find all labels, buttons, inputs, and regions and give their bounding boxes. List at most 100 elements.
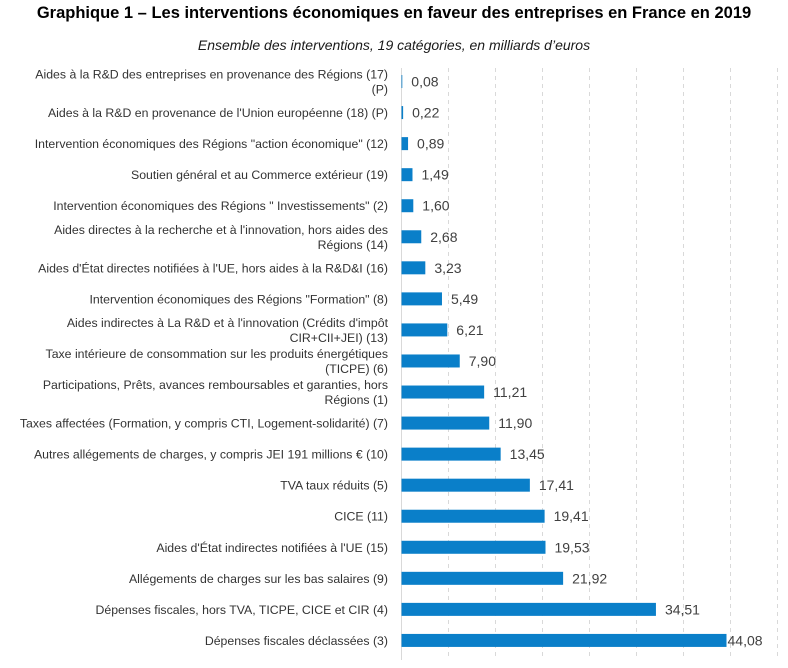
bar [401, 199, 414, 213]
value-label: 3,23 [434, 260, 461, 276]
bar [401, 540, 546, 554]
category-label-line: Dépenses fiscales, hors TVA, TICPE, CICE… [96, 603, 389, 617]
category-label: Soutien général et au Commerce extérieur… [131, 168, 388, 182]
bar [401, 137, 409, 151]
category-label: Intervention économiques des Régions "ac… [35, 137, 388, 151]
category-label: Aides à la R&D en provenance de l'Union … [48, 106, 388, 120]
category-label-line: Intervention économiques des Régions "Fo… [89, 292, 388, 306]
value-label: 17,41 [539, 477, 574, 493]
category-label: Dépenses fiscales, hors TVA, TICPE, CICE… [96, 603, 389, 617]
bar-row: Aides à la R&D en provenance de l'Union … [48, 105, 440, 121]
category-label: Autres allégements de charges, y compris… [34, 448, 388, 462]
bar [401, 416, 490, 430]
value-label: 5,49 [451, 291, 478, 307]
category-label: Aides directes à la recherche et à l'inn… [54, 223, 388, 252]
category-label-line: Aides à la R&D des entreprises en proven… [35, 68, 388, 82]
category-label-line: (TICPE) (6) [325, 362, 388, 376]
category-label-line: Autres allégements de charges, y compris… [34, 448, 388, 462]
category-label-line: Intervention économiques des Régions "ac… [35, 137, 388, 151]
category-label-line: Aides directes à la recherche et à l'inn… [54, 223, 388, 237]
category-label-line: Aides à la R&D en provenance de l'Union … [48, 106, 388, 120]
bar [401, 447, 501, 461]
category-label-line: Régions (14) [318, 238, 388, 252]
bar-row: Allégements de charges sur les bas salai… [129, 570, 607, 586]
category-label: CICE (11) [334, 510, 388, 524]
value-label: 1,60 [422, 198, 449, 214]
category-label: Aides d'État indirectes notifiées à l'UE… [156, 540, 388, 555]
bar [401, 478, 530, 492]
value-label: 19,41 [554, 508, 589, 524]
category-label-line: Aides d'État directes notifiées à l'UE, … [38, 260, 388, 275]
bar [401, 230, 422, 244]
bar-row: CICE (11) 19,41 [334, 508, 589, 524]
bar-row: Aides d'État directes notifiées à l'UE, … [38, 260, 462, 276]
category-label-line: Soutien général et au Commerce extérieur… [131, 168, 388, 182]
value-label: 2,68 [430, 229, 457, 245]
bar-row: Intervention économiques des Régions "ac… [35, 136, 445, 152]
bar-row: TVA taux réduits (5) 17,41 [280, 477, 574, 493]
bar [401, 509, 545, 523]
bar [401, 292, 442, 306]
chart-title: Graphique 1 – Les interventions économiq… [36, 4, 752, 22]
value-label: 44,08 [728, 632, 763, 648]
category-label-line: Taxe intérieure de consommation sur les … [46, 347, 388, 361]
category-label: TVA taux réduits (5) [280, 479, 388, 493]
category-label: Intervention économiques des Régions "Fo… [89, 292, 388, 306]
value-label: 0,89 [417, 136, 444, 152]
bar-row: Intervention économiques des Régions "Fo… [89, 291, 478, 307]
bar [401, 168, 413, 182]
bar-row: Aides indirectes à La R&D et à l'innovat… [67, 316, 484, 345]
bar-row: Dépenses fiscales, hors TVA, TICPE, CICE… [96, 601, 701, 617]
value-label: 11,90 [498, 415, 532, 431]
category-label: Dépenses fiscales déclassées (3) [205, 634, 388, 648]
category-label-line: Intervention économiques des Régions " I… [53, 199, 388, 213]
category-label-line: Dépenses fiscales déclassées (3) [205, 634, 388, 648]
bar [401, 75, 403, 89]
category-label: Intervention économiques des Régions " I… [53, 199, 388, 213]
category-label: Taxe intérieure de consommation sur les … [46, 347, 388, 376]
category-label: Aides indirectes à La R&D et à l'innovat… [67, 316, 389, 345]
category-label: Taxes affectées (Formation, y compris CT… [20, 417, 388, 431]
value-label: 13,45 [510, 446, 545, 462]
value-label: 34,51 [665, 601, 700, 617]
category-label-line: CICE (11) [334, 510, 388, 524]
category-label-line: Taxes affectées (Formation, y compris CT… [20, 417, 388, 431]
value-label: 7,90 [469, 353, 496, 369]
category-label: Participations, Prêts, avances remboursa… [43, 378, 388, 407]
bar [401, 354, 460, 368]
bar-row: Taxes affectées (Formation, y compris CT… [20, 415, 533, 431]
bar [401, 323, 448, 337]
bar-row: Aides d'État indirectes notifiées à l'UE… [156, 539, 589, 555]
bar [401, 261, 426, 275]
category-label: Allégements de charges sur les bas salai… [129, 572, 388, 586]
category-label-line: TVA taux réduits (5) [280, 479, 388, 493]
category-label-line: CIR+CII+JEI) (13) [290, 331, 388, 345]
bar [401, 385, 485, 399]
bar-row: Autres allégements de charges, y compris… [34, 446, 545, 462]
bar-row: Aides à la R&D des entreprises en proven… [35, 68, 438, 97]
value-label: 11,21 [493, 384, 527, 400]
bar [401, 633, 727, 647]
bar-row: Participations, Prêts, avances remboursa… [43, 378, 528, 407]
category-label-line: Aides d'État indirectes notifiées à l'UE… [156, 540, 388, 555]
gridlines [401, 68, 778, 660]
value-label: 6,21 [456, 322, 483, 338]
value-label: 1,49 [421, 167, 448, 183]
bar [401, 106, 404, 120]
bar-row: Intervention économiques des Régions " I… [53, 198, 450, 214]
bar [401, 571, 564, 585]
bar-row: Dépenses fiscales déclassées (3) 44,08 [205, 632, 763, 648]
category-label-line: Régions (1) [324, 393, 388, 407]
category-label: Aides à la R&D des entreprises en proven… [35, 68, 388, 97]
category-label: Aides d'État directes notifiées à l'UE, … [38, 260, 388, 275]
category-label-line: Allégements de charges sur les bas salai… [129, 572, 388, 586]
category-label-line: Aides indirectes à La R&D et à l'innovat… [67, 316, 389, 330]
bar-row: Aides directes à la recherche et à l'inn… [54, 223, 458, 252]
bar [401, 602, 656, 616]
category-label-line: Participations, Prêts, avances remboursa… [43, 378, 388, 392]
bar-row: Taxe intérieure de consommation sur les … [46, 347, 497, 376]
bar-row: Soutien général et au Commerce extérieur… [131, 167, 449, 183]
category-label-line: (P) [372, 83, 388, 97]
value-label: 21,92 [572, 570, 607, 586]
